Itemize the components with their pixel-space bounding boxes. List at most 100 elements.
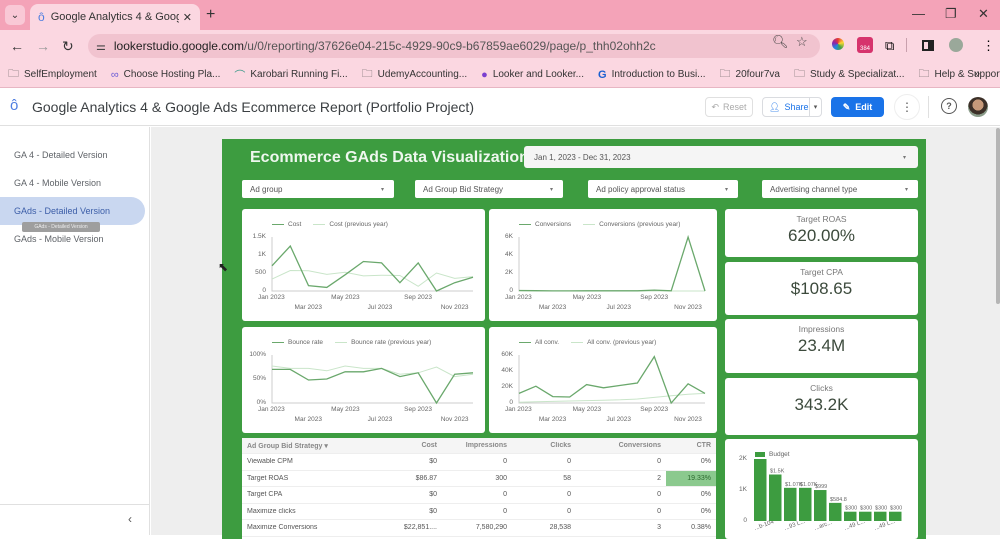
table-cell: 0% xyxy=(666,504,716,520)
share-button[interactable]: 👤︎Share▾ xyxy=(762,97,822,117)
chevron-down-icon: ▾ xyxy=(905,186,908,193)
reload-icon[interactable]: ↻ xyxy=(62,38,74,55)
chrome-menu-icon[interactable]: ⋮ xyxy=(982,38,995,54)
table-cell: 58 xyxy=(512,475,576,482)
share-dropdown-icon[interactable]: ▾ xyxy=(809,98,821,116)
looker-studio-logo-icon[interactable]: ô xyxy=(10,97,18,114)
filter-policy-approval[interactable]: Ad policy approval status▾ xyxy=(588,180,738,198)
undo-icon: ↶ xyxy=(711,102,719,113)
minimize-icon[interactable]: — xyxy=(912,6,925,21)
bookmark-item[interactable]: 🗀Study & Specializat... xyxy=(794,65,905,84)
column-header[interactable]: Cost xyxy=(382,442,442,449)
x-axis-tick: Jan 2023 xyxy=(258,406,285,413)
bookmark-item[interactable]: 🗀SelfEmployment xyxy=(8,65,97,84)
more-bookmarks-icon[interactable]: » xyxy=(974,68,980,80)
page-item-ga4-detailed[interactable]: GA 4 - Detailed Version xyxy=(0,141,145,169)
table-cell: 3 xyxy=(576,524,666,531)
column-header[interactable]: CTR xyxy=(666,438,716,453)
folder-icon: 🗀 xyxy=(720,65,731,84)
close-tab-icon[interactable]: ✕ xyxy=(183,11,192,24)
date-range-control[interactable]: Jan 1, 2023 - Dec 31, 2023▾ xyxy=(524,146,918,168)
table-cell: 0% xyxy=(666,487,716,503)
user-avatar[interactable] xyxy=(968,97,988,117)
url-path: /u/0/reporting/37626e04-215c-4929-90c9-b… xyxy=(244,39,656,53)
svg-text:$300: $300 xyxy=(875,506,887,512)
bid-strategy-table: Ad Group Bid Strategy ▾ Cost Impressions… xyxy=(242,438,716,539)
restore-icon[interactable]: ❐ xyxy=(945,6,957,22)
x-axis-tick: Sep 2023 xyxy=(640,406,668,413)
site-info-icon[interactable]: ⚌ xyxy=(96,40,106,53)
table-row[interactable]: Maximize Conversions$22,851....7,580,290… xyxy=(242,520,716,537)
bookmark-item[interactable]: 🗀Help & Support xyxy=(919,65,1000,84)
toolbar-divider xyxy=(906,38,907,52)
page-item-gads-mobile[interactable]: GAds - Mobile Version xyxy=(0,225,145,253)
back-icon[interactable]: ← xyxy=(10,38,24,54)
sort-column-header[interactable]: Ad Group Bid Strategy ▾ xyxy=(242,442,382,450)
bookmark-item[interactable]: ⌒Karobari Running Fi... xyxy=(234,67,347,83)
zoom-icon[interactable]: 🔍︎ xyxy=(772,34,789,50)
more-options-icon[interactable]: ⋮ xyxy=(894,94,920,120)
column-header[interactable]: Clicks xyxy=(512,442,576,449)
filter-bid-strategy[interactable]: Ad Group Bid Strategy▾ xyxy=(415,180,563,198)
url-bar[interactable]: ⚌ lookerstudio.google.com/u/0/reporting/… xyxy=(88,34,820,58)
x-axis-tick: Nov 2023 xyxy=(441,416,469,423)
table-cell: Maximize clicks xyxy=(242,508,382,515)
page-item-gads-detailed[interactable]: GAds - Detailed Version xyxy=(0,197,145,225)
bookmark-star-icon[interactable]: ☆ xyxy=(796,34,808,50)
svg-text:$300: $300 xyxy=(845,506,857,512)
forward-icon[interactable]: → xyxy=(36,38,50,54)
bookmark-label: Looker and Looker... xyxy=(493,69,584,80)
kpi-label: Target ROAS xyxy=(725,214,918,224)
folder-icon: 🗀 xyxy=(919,65,930,84)
table-cell: Target CPA xyxy=(242,491,382,498)
page-item-ga4-mobile[interactable]: GA 4 - Mobile Version xyxy=(0,169,145,197)
header-divider xyxy=(928,96,929,118)
table-cell: Viewable CPM xyxy=(242,458,382,465)
reset-button[interactable]: ↶Reset xyxy=(705,97,753,117)
column-header[interactable]: Conversions xyxy=(576,442,666,449)
extension-badge-icon[interactable]: 384 xyxy=(857,37,873,53)
x-axis-tick: May 2023 xyxy=(331,294,360,301)
folder-icon: 🗀 xyxy=(362,65,373,84)
mouse-cursor-icon: ⬉ xyxy=(218,260,228,274)
sidebar-divider xyxy=(0,504,150,505)
filter-ad-group[interactable]: Ad group▾ xyxy=(242,180,394,198)
extensions-puzzle-icon[interactable]: ⧉ xyxy=(885,38,894,54)
kpi-value: 620.00% xyxy=(725,226,918,246)
kpi-value: 23.4M xyxy=(725,336,918,356)
close-window-icon[interactable]: ✕ xyxy=(978,6,989,22)
pencil-icon: ✎ xyxy=(843,102,851,113)
edit-button[interactable]: ✎Edit xyxy=(831,97,884,117)
column-header[interactable]: Impressions xyxy=(442,442,512,449)
bookmark-item[interactable]: 🗀UdemyAccounting... xyxy=(362,65,468,84)
side-panel-icon[interactable] xyxy=(922,40,934,51)
profile-avatar[interactable] xyxy=(949,38,963,52)
tab-search-button[interactable]: ⌄ xyxy=(5,5,25,25)
x-axis-tick: Mar 2023 xyxy=(295,416,322,423)
browser-tab[interactable]: ô Google Analytics 4 & Google A ✕ xyxy=(30,4,200,30)
date-range-value: Jan 1, 2023 - Dec 31, 2023 xyxy=(534,153,631,162)
bookmark-item[interactable]: ∞Choose Hosting Pla... xyxy=(111,69,221,81)
collapse-sidebar-icon[interactable]: ‹ xyxy=(128,512,132,526)
color-extension-icon[interactable] xyxy=(832,38,844,50)
folder-icon: 🗀 xyxy=(794,65,805,84)
bookmark-item[interactable]: 🗀20four7va xyxy=(720,65,780,84)
filter-channel-type[interactable]: Advertising channel type▾ xyxy=(762,180,918,198)
bookmark-item[interactable]: ●Looker and Looker... xyxy=(481,69,584,81)
vertical-scrollbar[interactable] xyxy=(996,128,1000,304)
help-icon[interactable]: ? xyxy=(941,98,957,114)
url-host: lookerstudio.google.com xyxy=(114,39,244,53)
table-cell: 0 xyxy=(442,458,512,465)
kpi-label: Clicks xyxy=(725,383,918,393)
new-tab-button[interactable]: + xyxy=(206,6,215,24)
